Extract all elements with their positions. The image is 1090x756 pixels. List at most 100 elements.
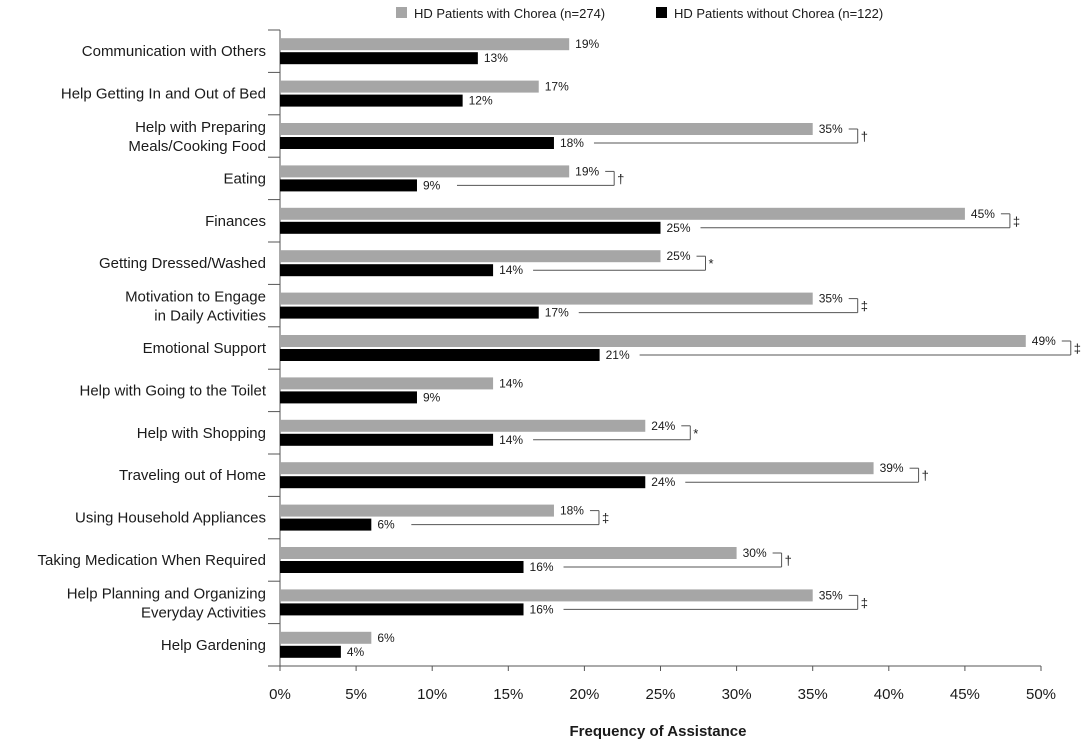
bar-chorea — [280, 462, 874, 475]
bar-no-chorea — [280, 221, 661, 234]
significance-mark: ‡ — [861, 299, 868, 314]
significance-mark: * — [709, 256, 714, 271]
bar-chorea — [280, 419, 646, 432]
data-label-chorea: 35% — [819, 588, 843, 602]
category-label: Using Household Appliances — [75, 510, 266, 527]
bar-chorea — [280, 547, 737, 559]
plot-area: 0% 5% 10% 15% 20% 25% 30% 35% 40% 45% 50% Communica… — [38, 29, 1081, 703]
data-label-no-chorea: 14% — [499, 433, 523, 447]
significance-mark: † — [861, 129, 868, 144]
category-label: Finances — [205, 213, 266, 230]
bar-no-chorea — [280, 433, 494, 446]
significance-mark: † — [617, 171, 624, 186]
bar-no-chorea — [280, 52, 478, 65]
significance-mark: ‡ — [861, 595, 868, 610]
category-label: Communication with Others — [82, 43, 266, 60]
data-label-chorea: 6% — [377, 631, 395, 645]
data-label-no-chorea: 9% — [423, 390, 441, 404]
category-label: Help with Preparing — [135, 119, 266, 136]
bar-chorea — [280, 589, 813, 602]
data-label-no-chorea: 18% — [560, 136, 584, 150]
data-label-no-chorea: 14% — [499, 263, 523, 277]
bar-chorea — [280, 207, 965, 220]
legend-label-no-chorea: HD Patients without Chorea (n=122) — [674, 6, 883, 21]
significance-mark: ‡ — [602, 511, 609, 526]
category-label: in Daily Activities — [154, 308, 266, 325]
legend-label-chorea: HD Patients with Chorea (n=274) — [414, 6, 605, 21]
bar-no-chorea — [280, 349, 600, 361]
category-label: Help with Shopping — [137, 425, 266, 442]
data-label-no-chorea: 25% — [667, 221, 691, 235]
x-tick-label: 35% — [798, 686, 828, 703]
x-tick-label: 45% — [950, 686, 980, 703]
legend: HD Patients with Chorea (n=274) HD Patie… — [396, 6, 883, 21]
data-label-no-chorea: 21% — [606, 348, 630, 362]
x-tick-label: 20% — [569, 686, 599, 703]
data-label-chorea: 14% — [499, 376, 523, 390]
category-label: Taking Medication When Required — [38, 552, 266, 569]
data-label-chorea: 30% — [743, 546, 767, 560]
x-tick-label: 40% — [874, 686, 904, 703]
bar-no-chorea — [280, 391, 417, 404]
x-tick-label: 30% — [722, 686, 752, 703]
bar-no-chorea — [280, 476, 646, 489]
bar-chorea — [280, 165, 570, 178]
data-label-chorea: 18% — [560, 504, 584, 518]
bar-no-chorea — [280, 645, 341, 658]
data-label-chorea: 17% — [545, 80, 569, 94]
bar-no-chorea — [280, 603, 524, 616]
category-label: Meals/Cooking Food — [128, 138, 266, 155]
data-label-no-chorea: 6% — [377, 518, 395, 532]
bar-chorea — [280, 377, 494, 390]
x-axis-title: Frequency of Assistance — [569, 723, 746, 740]
bar-chorea — [280, 292, 813, 305]
significance-mark: ‡ — [1074, 341, 1081, 356]
bar-chorea — [280, 80, 539, 93]
data-label-no-chorea: 4% — [347, 645, 365, 659]
data-label-no-chorea: 12% — [469, 94, 493, 108]
significance-mark: † — [922, 468, 929, 483]
category-label: Help Gardening — [161, 637, 266, 654]
x-tick-label: 10% — [417, 686, 447, 703]
data-label-chorea: 45% — [971, 207, 995, 221]
data-label-chorea: 35% — [819, 122, 843, 136]
data-label-no-chorea: 16% — [530, 602, 554, 616]
category-label: Help Getting In and Out of Bed — [61, 86, 266, 103]
data-label-chorea: 35% — [819, 292, 843, 306]
category-label: Getting Dressed/Washed — [99, 255, 266, 272]
bar-no-chorea — [280, 518, 372, 531]
bar-no-chorea — [280, 94, 463, 107]
data-label-no-chorea: 24% — [651, 475, 675, 489]
category-label: Everyday Activities — [141, 604, 266, 621]
legend-swatch-no-chorea — [656, 7, 667, 18]
bar-chorea — [280, 631, 372, 644]
data-label-no-chorea: 16% — [530, 560, 554, 574]
legend-swatch-chorea — [396, 7, 407, 18]
x-tick-label: 15% — [493, 686, 523, 703]
significance-mark: * — [693, 426, 698, 441]
bar-no-chorea — [280, 264, 494, 277]
significance-mark: † — [785, 553, 792, 568]
bar-no-chorea — [280, 137, 554, 149]
x-tick-label: 5% — [345, 686, 367, 703]
category-label: Traveling out of Home — [119, 467, 266, 484]
x-tick-label: 25% — [645, 686, 675, 703]
category-label: Motivation to Engage — [125, 289, 266, 306]
data-label-chorea: 39% — [880, 461, 904, 475]
x-tick-label: 50% — [1026, 686, 1056, 703]
bar-chorea — [280, 335, 1026, 347]
category-label: Emotional Support — [143, 340, 267, 357]
data-label-no-chorea: 13% — [484, 51, 508, 65]
bar-chorea — [280, 504, 554, 517]
bar-no-chorea — [280, 306, 539, 319]
category-label: Help Planning and Organizing — [67, 585, 266, 602]
data-label-no-chorea: 9% — [423, 178, 441, 192]
bar-no-chorea — [280, 561, 524, 573]
x-tick-label: 0% — [269, 686, 291, 703]
bar-chorea — [280, 250, 661, 263]
category-label: Help with Going to the Toilet — [80, 382, 267, 399]
data-label-chorea: 19% — [575, 37, 599, 51]
data-label-chorea: 24% — [651, 419, 675, 433]
data-label-chorea: 19% — [575, 164, 599, 178]
